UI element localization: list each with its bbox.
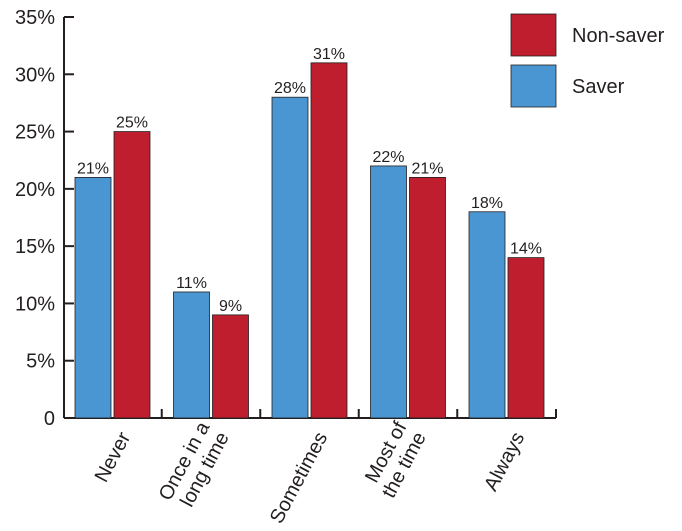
category-label-line: Always xyxy=(480,429,529,495)
legend-label: Saver xyxy=(572,76,625,98)
y-tick-label: 30% xyxy=(15,64,55,86)
y-tick-label: 5% xyxy=(26,351,55,373)
bar-saver-4 xyxy=(468,211,506,419)
legend: Non-saver Saver xyxy=(510,13,665,108)
bar-saver-2 xyxy=(271,96,309,419)
data-label: 9% xyxy=(219,298,242,315)
bar-non-saver-1 xyxy=(212,314,249,419)
y-axis: 0 5% 10% 15% 20% 25% 30% 35% xyxy=(15,7,74,430)
data-label: 14% xyxy=(510,241,542,258)
bar-data-labels: 21% 25% 11% 9% 28% 31% 22% 21% 18% 14% xyxy=(77,46,542,315)
bar-saver-3 xyxy=(370,165,407,419)
category-label-line: Never xyxy=(91,428,136,486)
category-label: Always xyxy=(480,429,529,495)
data-label: 11% xyxy=(176,275,207,292)
bar-saver-0 xyxy=(74,176,112,419)
data-label: 21% xyxy=(411,160,443,177)
y-tick-label: 15% xyxy=(15,236,55,258)
bar-non-saver-3 xyxy=(409,176,446,419)
bars xyxy=(74,62,545,419)
category-label: Never xyxy=(91,428,136,486)
category-label-line: Sometimes xyxy=(266,429,332,528)
bar-non-saver-2 xyxy=(310,62,348,419)
bar-saver-1 xyxy=(173,291,210,419)
legend-label: Non-saver xyxy=(572,25,665,47)
y-tick-label: 10% xyxy=(15,293,55,315)
bar-non-saver-4 xyxy=(507,257,545,419)
category-label: Sometimes xyxy=(266,429,332,528)
y-tick-label: 35% xyxy=(15,7,55,29)
legend-swatch-non-saver xyxy=(510,13,557,57)
y-tick-label: 20% xyxy=(15,179,55,201)
data-label: 31% xyxy=(313,46,345,63)
y-tick-label: 0 xyxy=(44,408,55,430)
data-label: 21% xyxy=(77,160,109,177)
data-label: 25% xyxy=(116,115,148,132)
data-label: 22% xyxy=(372,149,404,166)
legend-swatch-saver xyxy=(510,64,557,108)
data-label: 28% xyxy=(274,80,306,97)
data-label: 18% xyxy=(471,195,503,212)
bar-non-saver-0 xyxy=(113,131,151,419)
y-tick-label: 25% xyxy=(15,122,55,144)
